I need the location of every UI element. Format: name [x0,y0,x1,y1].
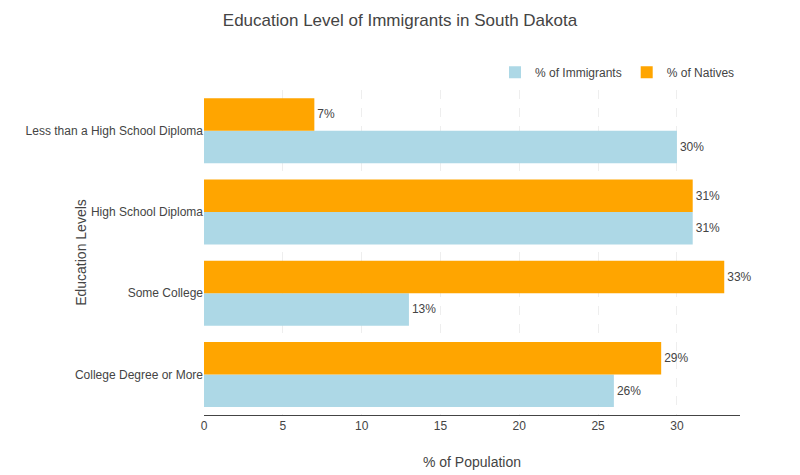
svg-text:Less than a High School Diplom: Less than a High School Diploma [26,124,204,138]
svg-text:10: 10 [355,419,369,433]
svg-text:High School Diploma: High School Diploma [91,205,203,219]
svg-text:College Degree or More: College Degree or More [75,368,203,382]
svg-text:29%: 29% [664,351,688,365]
svg-text:30: 30 [670,419,684,433]
svg-text:5: 5 [279,419,286,433]
svg-text:Education Levels: Education Levels [73,199,89,306]
svg-text:20: 20 [513,419,527,433]
svg-text:26%: 26% [617,384,641,398]
svg-text:% of Population: % of Population [423,454,521,470]
svg-text:Some College: Some College [128,286,204,300]
svg-text:13%: 13% [412,302,436,316]
svg-text:15: 15 [434,419,448,433]
svg-text:0: 0 [201,419,208,433]
svg-text:Education Level of Immigrants: Education Level of Immigrants in South D… [223,11,578,30]
svg-text:31%: 31% [696,221,720,235]
svg-text:% of Immigrants: % of Immigrants [535,66,622,80]
svg-text:25: 25 [591,419,605,433]
svg-text:33%: 33% [727,270,751,284]
svg-text:% of Natives: % of Natives [667,66,734,80]
svg-text:30%: 30% [680,140,704,154]
svg-text:7%: 7% [317,107,335,121]
svg-text:31%: 31% [696,189,720,203]
